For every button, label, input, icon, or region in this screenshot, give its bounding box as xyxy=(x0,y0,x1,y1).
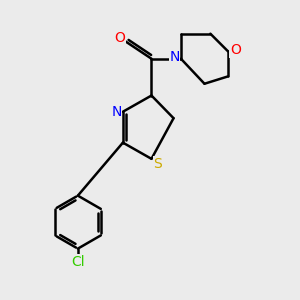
Text: O: O xyxy=(114,31,125,45)
Text: N: N xyxy=(169,50,180,64)
Text: Cl: Cl xyxy=(71,255,85,269)
Text: O: O xyxy=(230,43,241,57)
Text: N: N xyxy=(111,105,122,119)
Text: S: S xyxy=(154,157,162,171)
